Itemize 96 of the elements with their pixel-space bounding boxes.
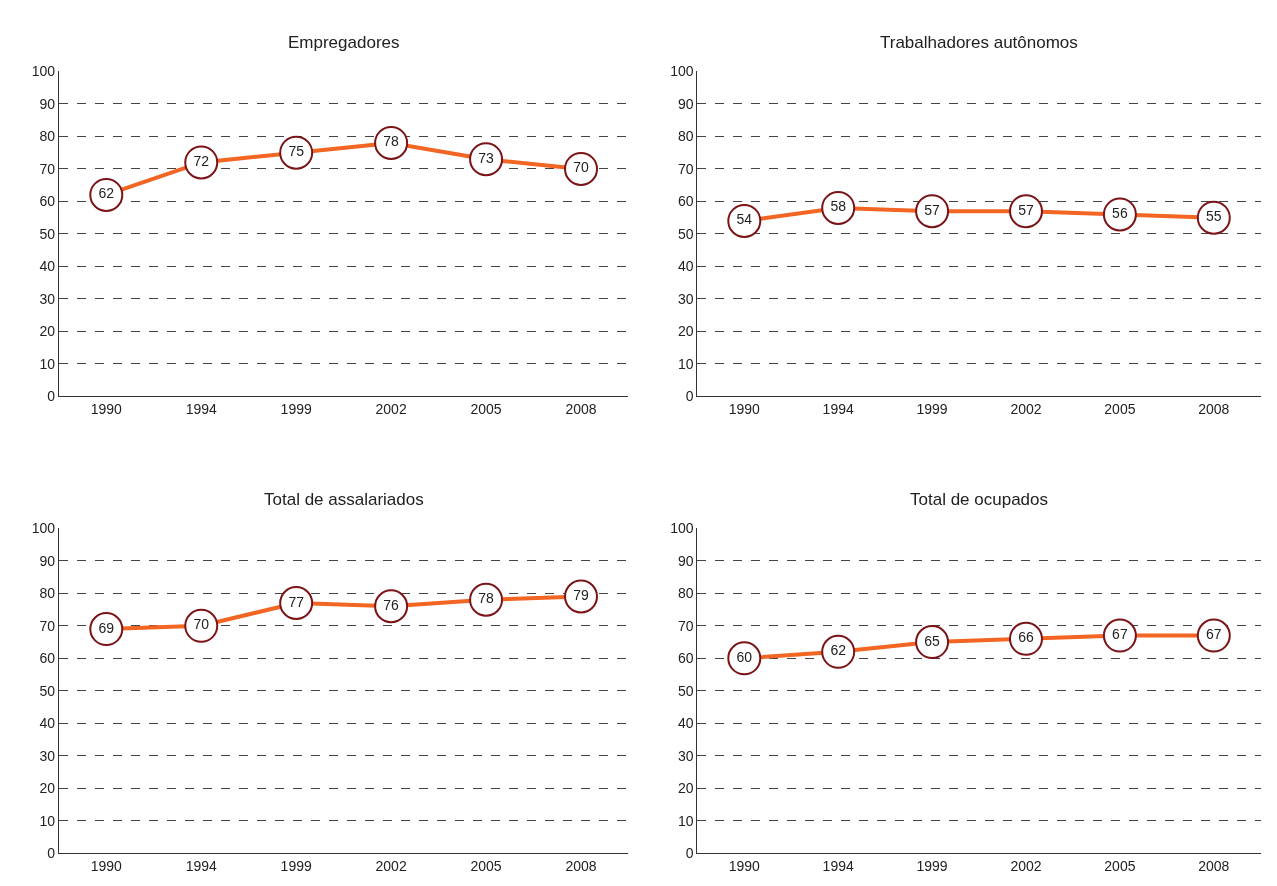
- y-tick-label: 20: [39, 780, 56, 797]
- data-label: 56: [1112, 204, 1128, 221]
- y-tick-label: 60: [677, 193, 694, 210]
- y-tick-label: 30: [677, 290, 694, 307]
- data-label: 66: [1018, 629, 1034, 646]
- y-tick-label: 80: [677, 585, 694, 602]
- y-tick-label: 90: [39, 552, 56, 569]
- data-label: 62: [98, 185, 115, 202]
- data-label: 67: [1206, 626, 1222, 643]
- y-tick-label: 30: [39, 747, 56, 764]
- x-tick-label: 1999: [916, 858, 948, 875]
- y-tick-label: 10: [677, 355, 694, 372]
- data-label: 78: [478, 590, 495, 607]
- x-tick-label: 1990: [728, 401, 761, 418]
- data-label: 70: [193, 616, 210, 633]
- y-tick-label: 40: [677, 258, 694, 275]
- y-tick-label: 90: [677, 552, 694, 569]
- y-tick-label: 80: [677, 128, 694, 145]
- data-label: 72: [193, 152, 210, 169]
- data-label: 65: [924, 632, 941, 649]
- y-tick-label: 0: [685, 388, 694, 405]
- y-tick-label: 10: [677, 812, 694, 829]
- y-tick-label: 40: [677, 715, 694, 732]
- chart-title: Trabalhadores autônomos: [880, 33, 1078, 52]
- y-tick-label: 70: [677, 617, 694, 634]
- x-tick-label: 2002: [375, 858, 407, 875]
- y-tick-label: 20: [39, 323, 56, 340]
- x-tick-label: 1999: [916, 401, 948, 418]
- y-tick-label: 40: [39, 715, 56, 732]
- x-tick-label: 1999: [280, 401, 312, 418]
- data-label: 67: [1112, 626, 1128, 643]
- y-tick-label: 0: [685, 845, 694, 862]
- y-tick-label: 50: [39, 225, 56, 242]
- data-label: 62: [830, 642, 847, 659]
- x-tick-label: 1990: [90, 401, 123, 418]
- data-label: 75: [288, 143, 305, 160]
- x-tick-label: 1999: [280, 858, 312, 875]
- chart-title: Total de ocupados: [910, 490, 1048, 509]
- chart-title: Total de assalariados: [264, 490, 424, 509]
- x-tick-label: 2002: [375, 401, 407, 418]
- data-label: 76: [383, 596, 400, 613]
- y-tick-label: 30: [39, 290, 56, 307]
- y-tick-label: 10: [39, 812, 56, 829]
- y-tick-label: 100: [670, 63, 694, 80]
- y-tick-label: 70: [39, 160, 56, 177]
- y-tick-label: 80: [39, 585, 56, 602]
- x-tick-label: 2008: [565, 858, 597, 875]
- y-tick-label: 0: [47, 388, 56, 405]
- y-tick-label: 80: [39, 128, 56, 145]
- x-tick-label: 1990: [728, 858, 761, 875]
- x-tick-label: 2002: [1010, 401, 1042, 418]
- data-label: 57: [1018, 201, 1034, 218]
- data-label: 55: [1206, 208, 1222, 225]
- x-tick-label: 2005: [1104, 858, 1136, 875]
- y-tick-label: 10: [39, 355, 56, 372]
- y-tick-label: 30: [677, 747, 694, 764]
- y-tick-label: 90: [677, 95, 694, 112]
- chart-title: Empregadores: [288, 33, 400, 52]
- x-tick-label: 2008: [1198, 401, 1230, 418]
- x-tick-label: 1994: [185, 401, 218, 418]
- data-label: 73: [478, 149, 495, 166]
- y-tick-label: 100: [31, 520, 56, 537]
- y-tick-label: 50: [39, 682, 56, 699]
- y-tick-label: 60: [39, 193, 56, 210]
- data-label: 58: [830, 198, 847, 215]
- data-label: 54: [736, 211, 753, 228]
- y-tick-label: 50: [677, 682, 694, 699]
- y-tick-label: 60: [677, 650, 694, 667]
- y-tick-label: 20: [677, 780, 694, 797]
- y-tick-label: 70: [39, 617, 56, 634]
- x-tick-label: 2008: [565, 401, 597, 418]
- x-tick-label: 2005: [470, 858, 502, 875]
- x-tick-label: 2005: [1104, 401, 1136, 418]
- y-tick-label: 40: [39, 258, 56, 275]
- data-label: 77: [288, 593, 305, 610]
- y-tick-label: 20: [677, 323, 694, 340]
- y-tick-label: 50: [677, 225, 694, 242]
- x-tick-label: 1990: [90, 858, 123, 875]
- y-tick-label: 60: [39, 650, 56, 667]
- data-label: 57: [924, 201, 941, 218]
- x-tick-label: 2005: [470, 401, 502, 418]
- x-tick-label: 2002: [1010, 858, 1042, 875]
- x-tick-label: 1994: [185, 858, 218, 875]
- data-label: 78: [383, 133, 400, 150]
- y-tick-label: 0: [47, 845, 56, 862]
- x-tick-label: 1994: [822, 858, 854, 875]
- data-label: 79: [573, 587, 590, 604]
- data-label: 60: [736, 648, 753, 665]
- data-label: 69: [98, 619, 115, 636]
- data-label: 70: [573, 159, 590, 176]
- y-tick-label: 70: [677, 160, 694, 177]
- y-tick-label: 100: [31, 63, 56, 80]
- x-tick-label: 1994: [822, 401, 854, 418]
- y-tick-label: 100: [670, 520, 694, 537]
- y-tick-label: 90: [39, 95, 56, 112]
- x-tick-label: 2008: [1198, 858, 1230, 875]
